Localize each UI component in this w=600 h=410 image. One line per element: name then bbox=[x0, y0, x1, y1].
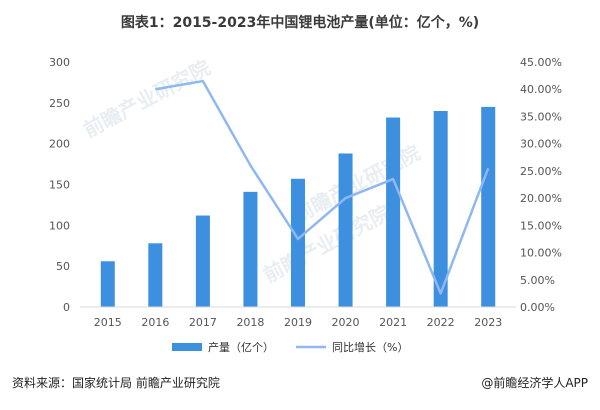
bar-2017 bbox=[195, 215, 210, 307]
x-axis: 2015 2016 2017 2018 2019 2020 2021 2022 2023 bbox=[94, 316, 502, 329]
y-right-tick-label: 0.00% bbox=[520, 301, 555, 314]
line-series bbox=[155, 79, 490, 295]
y-right-tick-label: 5.00% bbox=[520, 274, 555, 287]
x-tick-label: 2021 bbox=[379, 316, 407, 329]
bar-2019 bbox=[291, 178, 305, 307]
x-tick-label: 2020 bbox=[332, 316, 360, 329]
x-tick-label: 2017 bbox=[189, 316, 217, 329]
bar-2020 bbox=[338, 153, 353, 307]
credit-note: @前瞻经济学人APP bbox=[481, 376, 588, 390]
growth-line bbox=[155, 79, 490, 295]
left-axis: 0 50 100 150 200 250 300 bbox=[49, 56, 70, 314]
bar-2023 bbox=[481, 106, 496, 308]
legend: 产量（亿个） 同比增长（%） bbox=[172, 340, 408, 354]
y-right-tick-label: 25.00% bbox=[520, 165, 562, 178]
y-right-tick-label: 45.00% bbox=[520, 56, 562, 69]
y-left-tick-label: 50 bbox=[56, 260, 70, 273]
bar-2022 bbox=[433, 111, 448, 307]
x-tick-label: 2023 bbox=[474, 316, 502, 329]
y-right-tick-label: 15.00% bbox=[520, 219, 562, 232]
watermark-text: 前瞻产业研究院 bbox=[79, 55, 214, 142]
legend-swatch-bar bbox=[172, 343, 202, 351]
chart-title: 图表1：2015-2023年中国锂电池产量(单位：亿个，%) bbox=[120, 15, 480, 31]
legend-label-line: 同比增长（%） bbox=[332, 340, 408, 354]
y-left-tick-label: 100 bbox=[49, 219, 70, 232]
bar-series bbox=[80, 106, 516, 308]
x-tick-label: 2015 bbox=[94, 316, 122, 329]
x-tick-label: 2018 bbox=[236, 316, 264, 329]
x-tick-label: 2016 bbox=[141, 316, 169, 329]
y-left-tick-label: 0 bbox=[63, 301, 70, 314]
bar-2018 bbox=[243, 191, 258, 307]
y-left-tick-label: 250 bbox=[49, 97, 70, 110]
bar-2015 bbox=[100, 261, 115, 307]
y-right-tick-label: 40.00% bbox=[520, 83, 562, 96]
y-right-tick-label: 30.00% bbox=[520, 138, 562, 151]
y-right-tick-label: 35.00% bbox=[520, 110, 562, 123]
y-left-tick-label: 150 bbox=[49, 179, 70, 192]
x-tick-label: 2022 bbox=[427, 316, 455, 329]
x-tick-label: 2019 bbox=[284, 316, 312, 329]
bar-2016 bbox=[148, 243, 163, 307]
legend-label-bar: 产量（亿个） bbox=[208, 340, 274, 354]
y-right-tick-label: 20.00% bbox=[520, 192, 562, 205]
source-note: 资料来源：国家统计局 前瞻产业研究院 bbox=[12, 376, 220, 390]
right-axis: 0.00% 5.00% 10.00% 15.00% 20.00% 25.00% 30.00%… bbox=[520, 56, 562, 314]
y-left-tick-label: 200 bbox=[49, 138, 70, 151]
bar-2021 bbox=[386, 117, 401, 308]
y-left-tick-label: 300 bbox=[49, 56, 70, 69]
y-right-tick-label: 10.00% bbox=[520, 247, 562, 260]
